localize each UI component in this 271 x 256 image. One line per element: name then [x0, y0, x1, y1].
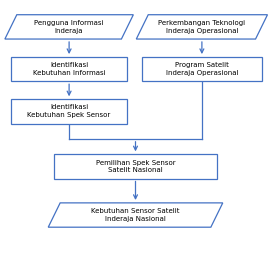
Text: Identifikasi
Kebutuhan Informasi: Identifikasi Kebutuhan Informasi	[33, 62, 105, 76]
Text: Program Satelit
Inderaja Operasional: Program Satelit Inderaja Operasional	[166, 62, 238, 76]
Text: Pengguna Informasi
Inderaja: Pengguna Informasi Inderaja	[34, 20, 104, 34]
Text: Pemilihan Spek Sensor
Satelit Nasional: Pemilihan Spek Sensor Satelit Nasional	[96, 159, 175, 173]
Text: Identifikasi
Kebutuhan Spek Sensor: Identifikasi Kebutuhan Spek Sensor	[27, 104, 111, 118]
Polygon shape	[136, 15, 267, 39]
Text: Perkembangan Teknologi
Inderaja Operasional: Perkembangan Teknologi Inderaja Operasio…	[158, 20, 246, 34]
Polygon shape	[5, 15, 133, 39]
Polygon shape	[48, 203, 223, 227]
Bar	[142, 57, 262, 81]
Bar	[11, 99, 127, 124]
Bar	[54, 154, 217, 179]
Bar	[11, 57, 127, 81]
Text: Kebutuhan Sensor Satelit
Inderaja Nasional: Kebutuhan Sensor Satelit Inderaja Nasion…	[91, 208, 180, 222]
